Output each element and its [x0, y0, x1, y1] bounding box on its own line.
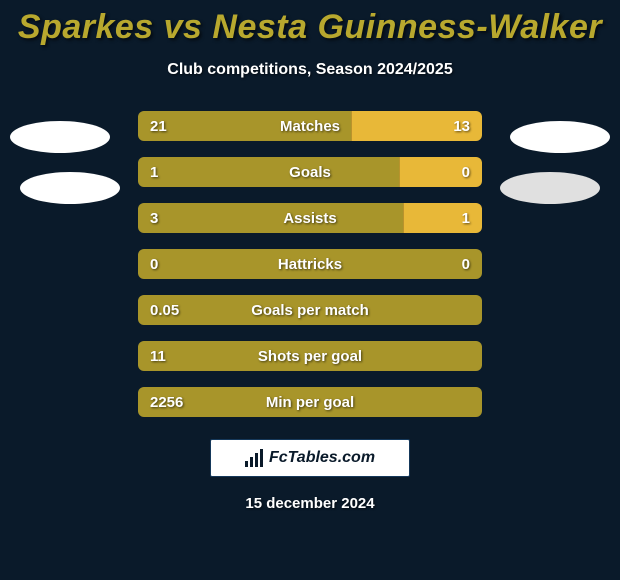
- stat-label: Shots per goal: [138, 341, 482, 371]
- stat-label: Goals per match: [138, 295, 482, 325]
- player-left-avatar-placeholder-2: [20, 172, 120, 204]
- page-title: Sparkes vs Nesta Guinness-Walker: [0, 0, 620, 47]
- brand-logo-icon: [245, 449, 263, 467]
- stat-value-right: 1: [462, 203, 470, 233]
- player-left-avatar-placeholder-1: [10, 121, 110, 153]
- stat-value-right: 0: [462, 249, 470, 279]
- comparison-bars: 21Matches131Goals03Assists10Hattricks00.…: [138, 111, 482, 417]
- page-subtitle: Club competitions, Season 2024/2025: [0, 61, 620, 79]
- player-right-avatar-placeholder-2: [500, 172, 600, 204]
- stat-label: Goals: [138, 157, 482, 187]
- stat-row: 21Matches13: [138, 111, 482, 141]
- stat-row: 2256Min per goal: [138, 387, 482, 417]
- brand-badge: FcTables.com: [210, 439, 410, 477]
- stat-label: Min per goal: [138, 387, 482, 417]
- stat-value-right: 0: [462, 157, 470, 187]
- stat-label: Matches: [138, 111, 482, 141]
- stat-value-right: 13: [453, 111, 470, 141]
- player-right-avatar-placeholder-1: [510, 121, 610, 153]
- footer-date: 15 december 2024: [0, 495, 620, 512]
- stat-row: 3Assists1: [138, 203, 482, 233]
- stat-row: 1Goals0: [138, 157, 482, 187]
- brand-text: FcTables.com: [269, 449, 375, 467]
- stat-label: Hattricks: [138, 249, 482, 279]
- stat-row: 11Shots per goal: [138, 341, 482, 371]
- stat-label: Assists: [138, 203, 482, 233]
- stat-row: 0Hattricks0: [138, 249, 482, 279]
- stat-row: 0.05Goals per match: [138, 295, 482, 325]
